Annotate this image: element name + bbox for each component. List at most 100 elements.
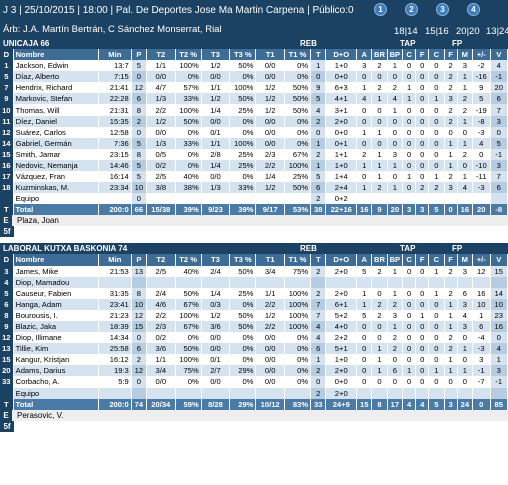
column-header-d[interactable]: D bbox=[0, 254, 14, 266]
column-header-m[interactable]: M bbox=[457, 254, 474, 266]
stat-t1 bbox=[255, 387, 285, 399]
stat-br: 2 bbox=[371, 265, 388, 277]
stat-d: 9 bbox=[0, 93, 14, 105]
player-row[interactable]: 15 Smith, Jamar 23:15 8 0/5 0% 2/8 25% 2/3 67% 2 1+… bbox=[0, 148, 508, 160]
column-header-v[interactable]: V bbox=[490, 254, 508, 266]
stat-pm: -19 bbox=[472, 104, 491, 116]
player-row[interactable]: 5 Causeur, Fabien 31:35 8 2/4 50% 1/4 25% 1/1 100… bbox=[0, 287, 508, 299]
column-header-m[interactable]: M bbox=[457, 49, 474, 61]
column-header-d[interactable]: D bbox=[0, 49, 14, 61]
column-header-br[interactable]: BR bbox=[371, 49, 388, 61]
column-header-min[interactable]: Min bbox=[98, 254, 132, 266]
column-header-row: D Nombre Min P T2 T2 % T3 T3 % T1 T1 % T D+O A BR BP C F… bbox=[0, 49, 508, 61]
column-header-pm[interactable]: +/- bbox=[472, 254, 491, 266]
player-row[interactable]: 1 Jackson, Edwin 13:7 5 1/1 100% 1/2 50% 0/0 0% 1 1… bbox=[0, 60, 508, 72]
column-header-t[interactable]: T bbox=[310, 254, 327, 266]
stat-p: 8 bbox=[131, 287, 148, 299]
column-header-do[interactable]: D+O bbox=[325, 254, 358, 266]
column-header-f[interactable]: F bbox=[415, 49, 430, 61]
player-row[interactable]: 3 James, Mike 21:53 13 2/5 40% 2/4 50% 3/4 75% 2 2+… bbox=[0, 265, 508, 277]
column-header-min[interactable]: Min bbox=[98, 49, 132, 61]
player-row[interactable]: Equipo 2 2+0 bbox=[0, 387, 508, 399]
column-header-bp[interactable]: BP bbox=[387, 254, 404, 266]
player-row[interactable]: 11 Díez, Daniel 15:35 2 1/2 50% 0/0 0% 0/0 0% 2 2+0… bbox=[0, 115, 508, 127]
stat-f: 0 bbox=[415, 148, 430, 160]
column-header-fm[interactable]: F bbox=[444, 49, 458, 61]
column-header-t1[interactable]: T1 bbox=[255, 254, 285, 266]
column-header-a[interactable]: A bbox=[356, 254, 373, 266]
quarter-3-button[interactable]: 3 bbox=[436, 3, 449, 16]
column-header-t3[interactable]: T3 bbox=[201, 49, 231, 61]
column-header-t2[interactable]: T2 bbox=[146, 254, 176, 266]
player-row[interactable]: 7 Hendrix, Richard 21:41 12 4/7 57% 1/1 100% 1/2… bbox=[0, 82, 508, 94]
player-row[interactable]: 14 Gabriel, Germán 7:36 5 1/3 33% 1/1 100% 0/0 0%… bbox=[0, 137, 508, 149]
stat-t3: 1/2 bbox=[201, 93, 231, 105]
stat-m: 3 bbox=[457, 298, 474, 310]
column-header-t1p[interactable]: T1 % bbox=[284, 49, 312, 61]
column-header-t2p[interactable]: T2 % bbox=[175, 254, 202, 266]
player-row[interactable]: 16 Nedovic, Nemanja 14:46 5 0/2 0% 1/4 25% 2/2 10… bbox=[0, 159, 508, 172]
stat-br: 1 bbox=[371, 365, 388, 377]
column-header-cm[interactable]: C bbox=[428, 254, 445, 266]
player-row[interactable]: 10 Thomas, Will 21:31 8 2/2 100% 1/4 25% 1/2 50% 4… bbox=[0, 104, 508, 116]
player-row[interactable]: 9 Markovic, Stefan 22:28 6 1/3 33% 1/2 50% 1/2 50… bbox=[0, 93, 508, 105]
stat-m: 1 bbox=[457, 365, 474, 377]
stat-cm: 0 bbox=[428, 332, 445, 344]
column-header-p[interactable]: P bbox=[131, 49, 148, 61]
stat-t3p: 33% bbox=[229, 182, 257, 194]
column-header-f[interactable]: F bbox=[415, 254, 430, 266]
player-name: Hanga, Adam bbox=[13, 298, 99, 310]
player-row[interactable]: 12 Diop, Illimane 14:34 0 0/2 0% 0/0 0% 0/0 0% 4 2+… bbox=[0, 332, 508, 344]
player-row[interactable]: 18 Kuzminskas, M. 23:34 10 3/8 38% 1/3 33% 1/2 50… bbox=[0, 182, 508, 194]
stat-cm bbox=[428, 193, 445, 205]
total-a: 15 bbox=[356, 398, 373, 410]
stat-bp bbox=[387, 387, 404, 399]
player-row[interactable]: 33 Corbacho, A. 5:9 0 0/0 0% 0/0 0% 0/0 0% 0 0+0 0 0 0… bbox=[0, 376, 508, 388]
column-header-br[interactable]: BR bbox=[371, 254, 388, 266]
player-row[interactable]: 17 Vázquez, Fran 16:14 5 2/5 40% 0/0 0% 1/4 25% 5 1… bbox=[0, 171, 508, 183]
column-header-t3p[interactable]: T3 % bbox=[229, 254, 257, 266]
stat-m: 1 bbox=[457, 137, 474, 149]
column-header-bp[interactable]: BP bbox=[387, 49, 404, 61]
player-row[interactable]: Equipo 0 2 0+2 bbox=[0, 193, 508, 205]
player-row[interactable]: 5 Díaz, Alberto 7:15 0 0/0 0% 0/0 0% 0/0 0% 0 0+0 0 0… bbox=[0, 71, 508, 83]
stat-t1p: 0% bbox=[284, 71, 312, 83]
column-header-cm[interactable]: C bbox=[428, 49, 445, 61]
player-row[interactable]: 12 Suárez, Carlos 12:58 0 0/0 0% 0/1 0% 0/0 0% 0 0+… bbox=[0, 126, 508, 138]
column-header-t1[interactable]: T1 bbox=[255, 49, 285, 61]
stat-a: 4 bbox=[356, 93, 373, 105]
player-row[interactable]: 6 Hanga, Adam 23:41 10 4/6 67% 0/3 0% 2/2 100% 7 6+… bbox=[0, 298, 508, 310]
stat-pm: 12 bbox=[472, 265, 491, 277]
column-header-p[interactable]: P bbox=[131, 254, 148, 266]
stat-t: 7 bbox=[310, 309, 327, 321]
stat-cm: 0 bbox=[428, 354, 445, 366]
player-row[interactable]: 4 Diop, Mamadou bbox=[0, 276, 508, 288]
column-header-c[interactable]: C bbox=[402, 49, 417, 61]
quarter-4-button[interactable]: 4 bbox=[467, 3, 480, 16]
stat-t1: 2/2 bbox=[255, 320, 285, 333]
stat-f: 0 bbox=[415, 287, 430, 299]
player-row[interactable]: 20 Adams, Darius 19:3 12 3/4 75% 2/7 29% 0/0 0% 2 2… bbox=[0, 365, 508, 377]
column-header-pm[interactable]: +/- bbox=[472, 49, 491, 61]
column-header-c[interactable]: C bbox=[402, 254, 417, 266]
quarter-2-button[interactable]: 2 bbox=[405, 3, 418, 16]
column-header-t3[interactable]: T3 bbox=[201, 254, 231, 266]
column-header-do[interactable]: D+O bbox=[325, 49, 358, 61]
column-header-t1p[interactable]: T1 % bbox=[284, 254, 312, 266]
column-header-t[interactable]: T bbox=[310, 49, 327, 61]
column-header-t2[interactable]: T2 bbox=[146, 49, 176, 61]
player-name: Kuzminskas, M. bbox=[13, 182, 99, 194]
player-row[interactable]: 13 Tillie, Kim 25:58 6 3/6 50% 0/0 0% 0/0 0% 6 5+1 0… bbox=[0, 343, 508, 355]
column-header-v[interactable]: V bbox=[490, 49, 508, 61]
column-header-a[interactable]: A bbox=[356, 49, 373, 61]
column-header-name[interactable]: Nombre bbox=[13, 49, 99, 61]
column-header-t2p[interactable]: T2 % bbox=[175, 49, 202, 61]
column-header-t3p[interactable]: T3 % bbox=[229, 49, 257, 61]
player-row[interactable]: 8 Bourousis, I. 21:23 12 2/2 100% 1/2 50% 1/2 100… bbox=[0, 309, 508, 321]
column-header-fm[interactable]: F bbox=[444, 254, 458, 266]
column-header-name[interactable]: Nombre bbox=[13, 254, 99, 266]
stat-t3p: 25% bbox=[229, 104, 257, 116]
quarter-1-button[interactable]: 1 bbox=[374, 3, 387, 16]
player-row[interactable]: 15 Kangur, Kristjan 16:12 2 1/1 100% 0/1 0% 0/0 0… bbox=[0, 354, 508, 366]
player-row[interactable]: 9 Blazic, Jaka 18:39 15 2/3 67% 3/6 50% 2/2 100% 4… bbox=[0, 320, 508, 333]
